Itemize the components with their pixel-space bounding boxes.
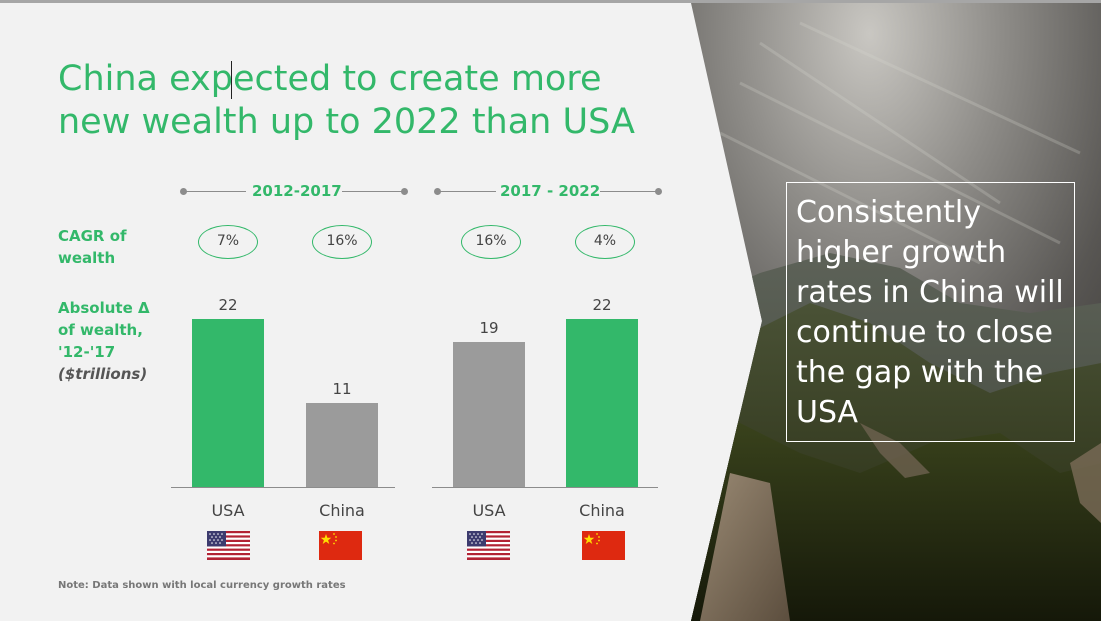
baseline-2012-2017	[171, 487, 395, 488]
period-end-dot	[655, 188, 662, 195]
period-line	[184, 191, 246, 192]
top-border	[0, 0, 1101, 3]
usa-flag-icon	[207, 531, 250, 560]
bar-usa-2017-2022	[453, 342, 525, 487]
cagr-pill-usa-2017-2022: 16%	[461, 225, 521, 259]
period-start-dot	[434, 188, 441, 195]
cagr-pill-china-2012-2017: 16%	[312, 225, 372, 259]
great-wall-photo	[691, 3, 1101, 621]
bar-value-label: 11	[332, 380, 352, 398]
absolute-row-units: ($trillions)	[58, 365, 148, 383]
footnote: Note: Data shown with local currency gro…	[58, 580, 346, 591]
text-cursor	[231, 61, 232, 99]
cagr-pill-usa-2012-2017: 7%	[198, 225, 258, 259]
callout-box	[786, 182, 1075, 442]
period-start-dot	[180, 188, 187, 195]
bar-value-label: 19	[479, 319, 499, 337]
period-label: 2012-2017	[252, 182, 342, 200]
period-header-2012-2017: 2012-2017	[180, 182, 408, 202]
bar-china-2017-2022	[566, 319, 638, 487]
period-header-2017-2022: 2017 - 2022	[434, 182, 662, 202]
usa-flag-icon	[467, 531, 510, 560]
period-line	[600, 191, 658, 192]
slide-title: China expected to create more new wealth…	[58, 59, 635, 142]
bar-china-2012-2017	[306, 403, 378, 487]
country-label-usa: USA	[472, 501, 506, 520]
absolute-row-label-text: Absolute Δ of wealth, '12-'17	[58, 299, 150, 361]
country-label-china: China	[319, 501, 365, 520]
bar-value-label: 22	[592, 296, 612, 314]
country-label-china: China	[579, 501, 625, 520]
period-end-dot	[401, 188, 408, 195]
china-flag-icon	[319, 531, 362, 560]
china-flag-icon	[582, 531, 625, 560]
bar-value-label: 22	[218, 296, 238, 314]
cagr-row-label: CAGR of wealth	[58, 227, 127, 267]
country-label-usa: USA	[211, 501, 245, 520]
baseline-2017-2022	[432, 487, 658, 488]
period-label: 2017 - 2022	[500, 182, 601, 200]
callout-text: Consistently higher growth rates in Chin…	[796, 195, 1064, 430]
cagr-pill-china-2017-2022: 4%	[575, 225, 635, 259]
bar-usa-2012-2017	[192, 319, 264, 487]
period-line	[342, 191, 404, 192]
absolute-row-label: Absolute Δ of wealth, '12-'17 ($trillion…	[58, 297, 163, 385]
period-line	[438, 191, 496, 192]
